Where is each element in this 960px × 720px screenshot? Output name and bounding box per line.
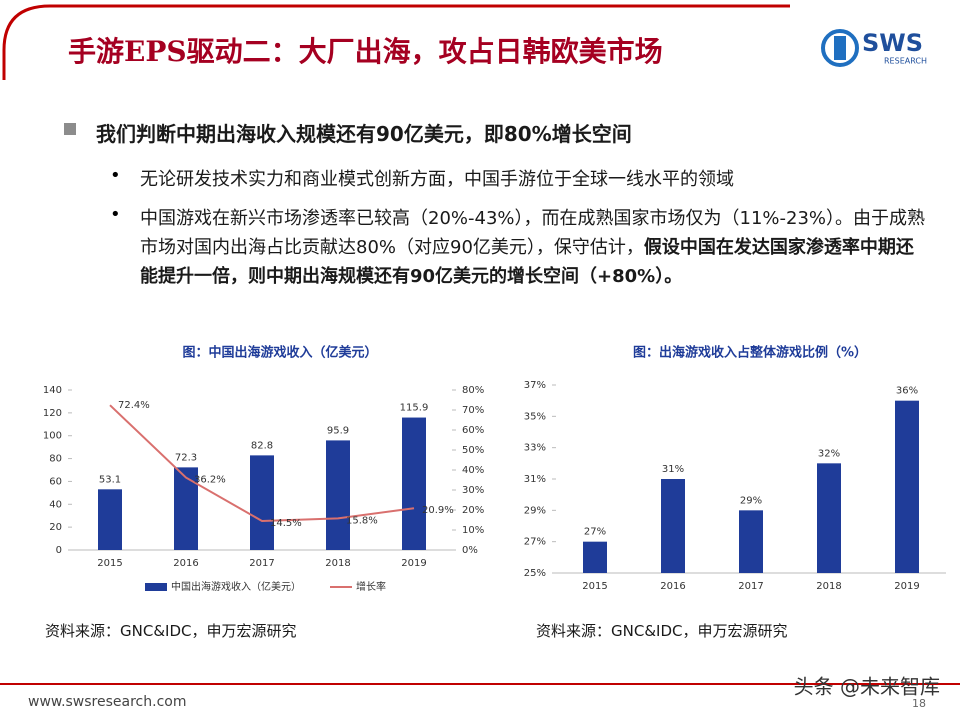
y2-tick-label: 40% [462, 465, 484, 476]
data-label: 72.3 [175, 452, 197, 463]
data-label: 32% [818, 448, 840, 459]
slide-title: 手游EPS驱动二：大厂出海，攻占日韩欧美市场 [68, 35, 663, 68]
bar [402, 417, 426, 550]
y-tick-label: 0 [56, 545, 62, 556]
y-tick-label: 25% [524, 568, 546, 579]
y2-tick-label: 70% [462, 405, 484, 416]
y2-tick-label: 50% [462, 445, 484, 456]
source-note: 资料来源：GNC&IDC，申万宏源研究 [536, 622, 788, 640]
bullet-dot: • [110, 204, 121, 225]
y-tick-label: 20 [49, 522, 62, 533]
data-label: 95.9 [327, 425, 349, 436]
chart-title: 图：中国出海游戏收入（亿美元） [182, 345, 377, 361]
y2-tick-label: 10% [462, 525, 484, 536]
y-tick-label: 27% [524, 537, 546, 548]
bullet-text: 无论研发技术实力和商业模式创新方面，中国手游位于全球一线水平的领域 [140, 169, 734, 190]
y2-tick-label: 30% [462, 485, 484, 496]
bar [739, 510, 763, 573]
y-tick-label: 37% [524, 380, 546, 391]
source-note: 资料来源：GNC&IDC，申万宏源研究 [45, 622, 297, 640]
bar [326, 440, 350, 550]
legend-swatch [145, 583, 167, 591]
data-label: 82.8 [251, 440, 273, 451]
logo-icon-core [834, 36, 846, 60]
y2-tick-label: 0% [462, 545, 478, 556]
header-frame [2, 4, 790, 80]
data-label: 53.1 [99, 474, 121, 485]
line [109, 404, 415, 523]
x-tick-label: 2016 [173, 558, 198, 569]
data-label: 36.2% [194, 475, 226, 486]
page-number: 18 [912, 697, 926, 710]
y-tick-label: 100 [43, 431, 62, 442]
y-tick-label: 120 [43, 408, 62, 419]
bar [817, 463, 841, 573]
data-label: 14.5% [270, 518, 302, 529]
data-label: 27% [584, 527, 606, 538]
x-tick-label: 2015 [97, 558, 122, 569]
bar [98, 489, 122, 550]
chart-title: 图：出海游戏收入占整体游戏比例（%） [633, 345, 867, 361]
y2-tick-label: 80% [462, 385, 484, 396]
bar [895, 400, 919, 573]
x-tick-label: 2018 [325, 558, 350, 569]
y-tick-label: 35% [524, 411, 546, 422]
y-tick-label: 40 [49, 499, 62, 510]
x-tick-label: 2018 [816, 581, 841, 592]
legend-label: 增长率 [356, 580, 386, 593]
data-label: 115.9 [400, 403, 429, 414]
bar [250, 455, 274, 550]
logo-subtext: RESEARCH [884, 57, 927, 66]
heading-marker [64, 123, 76, 135]
legend-label: 中国出海游戏收入（亿美元） [171, 580, 301, 593]
data-label: 29% [740, 495, 762, 506]
x-tick-label: 2017 [738, 581, 763, 592]
bar [661, 479, 685, 573]
watermark: 头条 @未来智库 [794, 675, 940, 699]
data-label: 31% [662, 464, 684, 475]
x-tick-label: 2015 [582, 581, 607, 592]
y2-tick-label: 20% [462, 505, 484, 516]
bullet-text: 中国游戏在新兴市场渗透率已较高（20%-43%），而在成熟国家市场仅为（11%-… [140, 208, 926, 258]
bullet-bold-text: 假设中国在发达国家渗透率中期还能提升一倍，则中期出海规模还有90亿美元的增长空间… [140, 237, 914, 287]
y2-tick-label: 60% [462, 425, 484, 436]
bar [583, 541, 607, 573]
y-tick-label: 33% [524, 443, 546, 454]
charts: 图：中国出海游戏收入（亿美元） 0 20 40 60 80 100 120 140 0% 10% 20… [43, 345, 946, 593]
data-label: 20.9% [422, 505, 454, 516]
x-tick-label: 2016 [660, 581, 685, 592]
x-tick-label: 2017 [249, 558, 274, 569]
bullet-paragraph: 中国游戏在新兴市场渗透率已较高（20%-43%），而在成熟国家市场仅为（11%-… [140, 204, 930, 291]
logo-icon [821, 29, 859, 67]
data-label: 15.8% [346, 515, 378, 526]
data-label: 72.4% [118, 400, 150, 411]
footer-url: www.swsresearch.com [28, 694, 186, 710]
y-tick-label: 60 [49, 476, 62, 487]
y-tick-label: 80 [49, 454, 62, 465]
x-tick-label: 2019 [401, 558, 426, 569]
x-tick-label: 2019 [894, 581, 919, 592]
y-tick-label: 31% [524, 474, 546, 485]
logo-text: SWS [862, 29, 923, 57]
y-tick-label: 140 [43, 385, 62, 396]
bullet-dot: • [110, 165, 121, 186]
y-tick-label: 29% [524, 505, 546, 516]
data-label: 36% [896, 386, 918, 397]
heading: 我们判断中期出海收入规模还有90亿美元，即80%增长空间 [96, 122, 632, 146]
